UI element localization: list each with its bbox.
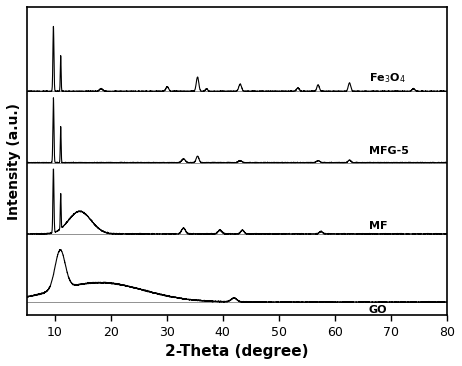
Y-axis label: Intensity (a.u.): Intensity (a.u.) bbox=[7, 102, 21, 220]
Text: GO: GO bbox=[369, 305, 387, 315]
Text: MF: MF bbox=[369, 221, 387, 231]
Text: Fe$_3$O$_4$: Fe$_3$O$_4$ bbox=[369, 71, 405, 85]
Text: MFG-5: MFG-5 bbox=[369, 146, 408, 156]
X-axis label: 2-Theta (degree): 2-Theta (degree) bbox=[165, 344, 309, 359]
